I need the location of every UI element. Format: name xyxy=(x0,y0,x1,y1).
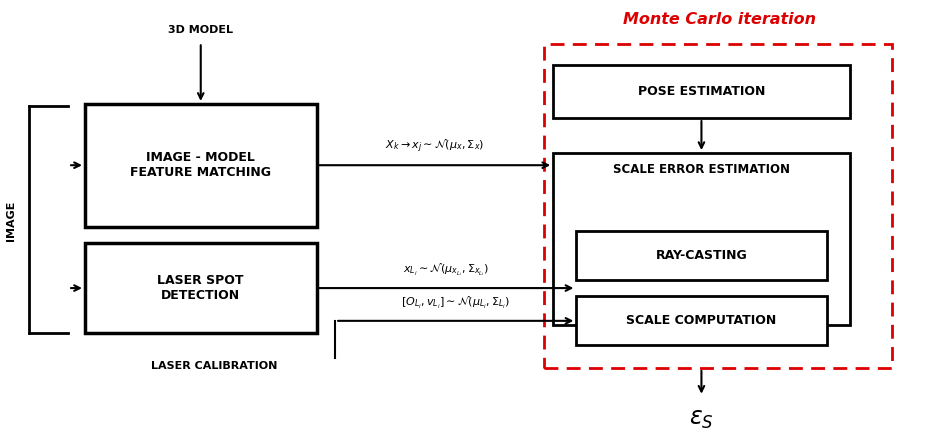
Text: $X_k \rightarrow x_j \sim \mathcal{N}(\mu_x, \Sigma_x)$: $X_k \rightarrow x_j \sim \mathcal{N}(\m… xyxy=(385,138,485,155)
Text: IMAGE: IMAGE xyxy=(6,200,16,241)
Bar xyxy=(577,231,827,280)
Text: SCALE ERROR ESTIMATION: SCALE ERROR ESTIMATION xyxy=(613,163,790,176)
Text: LASER CALIBRATION: LASER CALIBRATION xyxy=(152,361,278,371)
Bar xyxy=(577,296,827,346)
Text: $\varepsilon_S$: $\varepsilon_S$ xyxy=(689,407,714,431)
Text: RAY-CASTING: RAY-CASTING xyxy=(656,249,748,262)
Bar xyxy=(553,153,850,325)
Text: $[O_{L_i}, v_{L_i}] \sim \mathcal{N}(\mu_{L_i}, \Sigma_{L_i})$: $[O_{L_i}, v_{L_i}] \sim \mathcal{N}(\mu… xyxy=(401,294,511,310)
Text: POSE ESTIMATION: POSE ESTIMATION xyxy=(638,85,765,98)
Text: SCALE COMPUTATION: SCALE COMPUTATION xyxy=(626,314,777,327)
Text: 3D MODEL: 3D MODEL xyxy=(168,25,233,35)
Bar xyxy=(553,65,850,118)
Text: Monte Carlo iteration: Monte Carlo iteration xyxy=(623,12,817,27)
Text: $x_{L_i} \sim \mathcal{N}(\mu_{x_{L_i}}, \Sigma_{x_{L_i}})$: $x_{L_i} \sim \mathcal{N}(\mu_{x_{L_i}},… xyxy=(404,261,489,278)
Text: LASER SPOT
DETECTION: LASER SPOT DETECTION xyxy=(157,274,244,302)
Bar xyxy=(85,243,316,333)
Bar xyxy=(85,104,316,226)
Bar xyxy=(544,45,892,368)
Text: IMAGE - MODEL
FEATURE MATCHING: IMAGE - MODEL FEATURE MATCHING xyxy=(130,151,272,179)
